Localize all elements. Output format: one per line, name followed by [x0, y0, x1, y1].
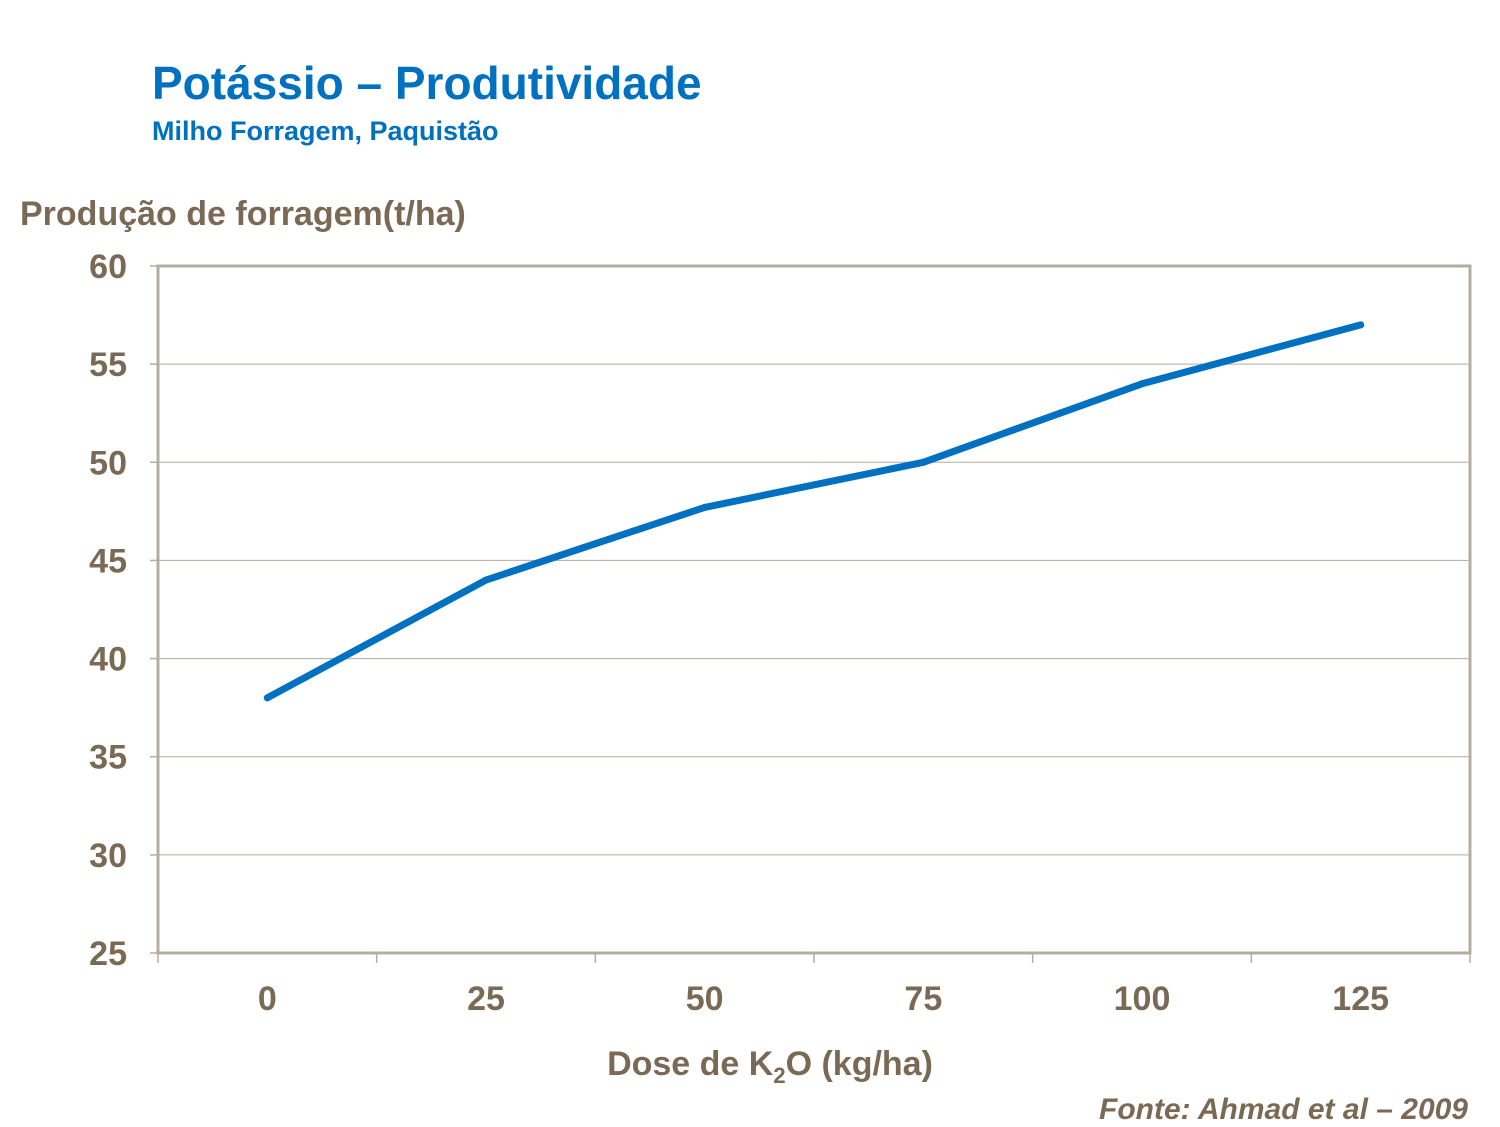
y-tick-label: 40 — [89, 641, 127, 679]
data-point — [701, 503, 709, 511]
x-axis-label-subscript: 2 — [773, 1062, 786, 1088]
plot-frame — [156, 264, 1472, 955]
data-point — [1138, 380, 1146, 388]
y-tick-label: 50 — [89, 444, 127, 482]
y-tick-label: 35 — [89, 739, 127, 777]
data-point — [1357, 321, 1365, 329]
x-tick-label: 75 — [904, 980, 942, 1018]
data-point — [919, 458, 927, 466]
x-tick-label: 25 — [467, 980, 505, 1018]
y-tick-label: 45 — [89, 542, 127, 580]
x-axis-label-part: Dose de K — [607, 1045, 774, 1083]
x-tick-label: 100 — [1114, 980, 1171, 1018]
x-axis-label: Dose de K2O (kg/ha) — [0, 1045, 1500, 1089]
data-point — [263, 694, 271, 702]
source-note: Fonte: Ahmad et al – 2009 — [1099, 1093, 1468, 1126]
y-tick-label: 55 — [89, 346, 127, 384]
chart-subtitle: Milho Forragem, Paquistão — [152, 116, 499, 146]
x-axis-label-part: O (kg/ha) — [785, 1045, 933, 1083]
y-tick-label: 60 — [89, 248, 127, 286]
y-tick-label: 25 — [89, 935, 127, 973]
x-tick-label: 125 — [1332, 980, 1389, 1018]
y-axis-label: Produção de forragem(t/ha) — [20, 195, 466, 233]
x-tick-label: 50 — [686, 980, 724, 1018]
data-series-line — [263, 321, 1365, 702]
y-tick-label: 30 — [89, 837, 127, 875]
data-point — [482, 576, 490, 584]
chart-title: Potássio – Produtividade — [152, 57, 702, 109]
x-tick-label: 0 — [258, 980, 277, 1018]
